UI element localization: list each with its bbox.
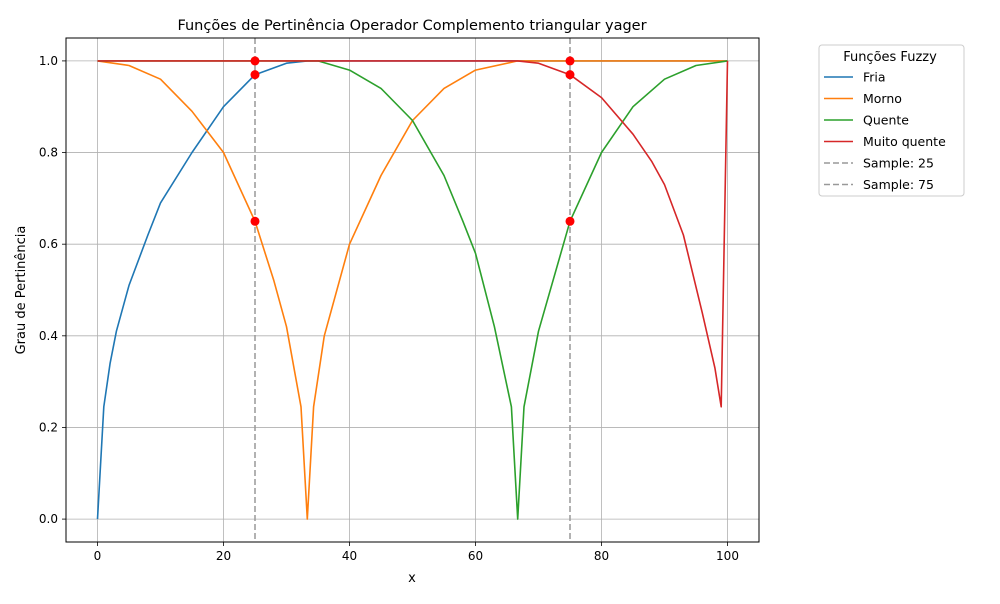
y-tick-label: 0.0 <box>39 512 58 526</box>
sample-point-marker <box>565 70 575 80</box>
x-tick-label: 60 <box>468 549 483 563</box>
legend-label: Fria <box>863 70 886 85</box>
plot-area <box>66 38 759 542</box>
series-line-muito-quente <box>97 60 729 408</box>
y-axis-label: Grau de Pertinência <box>14 226 29 355</box>
x-tick-label: 0 <box>94 549 102 563</box>
sample-point-marker <box>250 216 260 226</box>
legend-entries: Fria Morno Quente Muito quente Sample: 25 Sam… <box>824 70 946 192</box>
legend-label: Quente <box>863 113 909 128</box>
series-lines <box>96 60 729 520</box>
legend-label: Sample: 75 <box>863 177 934 192</box>
legend-box <box>818 44 965 197</box>
y-tick-label: 0.8 <box>39 146 58 160</box>
y-axis-ticks: 0.0 0.2 0.4 0.6 0.8 1.0 <box>39 54 66 526</box>
reference-lines <box>254 38 571 542</box>
legend: Funções Fuzzy Fria Morno Quente Muito quent… <box>818 44 965 197</box>
y-tick-label: 1.0 <box>39 54 58 68</box>
x-axis-label: x <box>408 571 416 586</box>
legend-label: Morno <box>863 91 902 106</box>
legend-title: Funções Fuzzy <box>843 50 937 65</box>
x-tick-label: 20 <box>216 549 231 563</box>
x-tick-label: 80 <box>594 549 609 563</box>
y-tick-label: 0.4 <box>39 329 58 343</box>
x-axis-ticks: 0 20 40 60 80 100 <box>94 542 739 563</box>
legend-label: Muito quente <box>863 134 946 149</box>
grid <box>66 38 759 542</box>
series-line-morno <box>97 60 728 520</box>
sample-points <box>250 56 575 226</box>
sample-point-marker <box>250 70 260 80</box>
sample-point-marker <box>565 56 575 66</box>
y-tick-label: 0.2 <box>39 420 58 434</box>
y-tick-label: 0.6 <box>39 237 58 251</box>
x-tick-label: 100 <box>716 549 739 563</box>
x-tick-label: 40 <box>342 549 357 563</box>
plot-frame <box>65 37 760 543</box>
chart-title: Funções de Pertinência Operador Compleme… <box>177 18 646 34</box>
sample-point-marker <box>565 216 575 226</box>
sample-point-marker <box>250 56 260 66</box>
legend-label: Sample: 25 <box>863 156 934 171</box>
